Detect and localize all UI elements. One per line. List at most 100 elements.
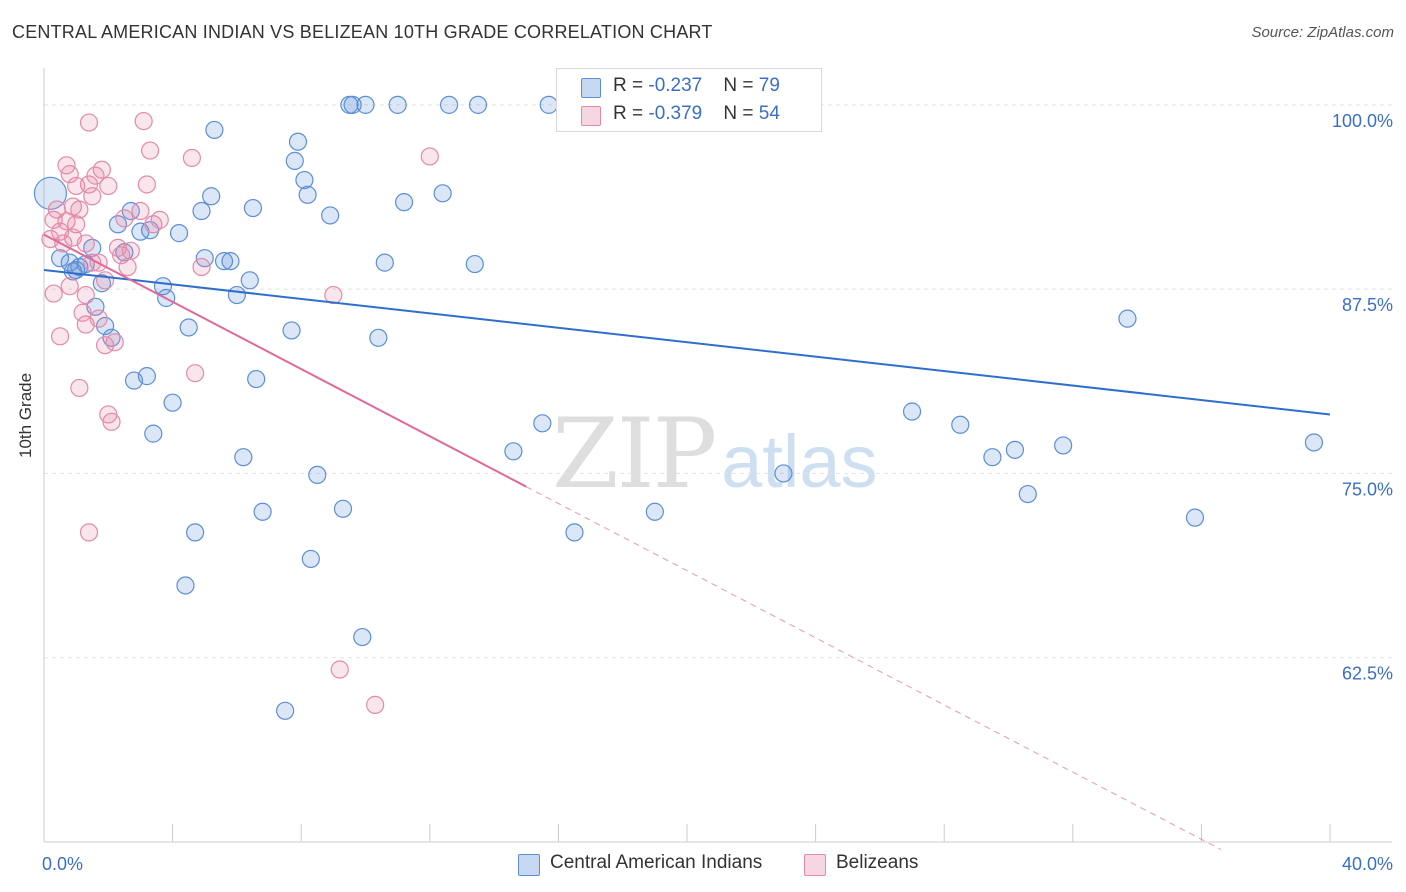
legend-r-value: -0.237 [648, 75, 703, 96]
data-point-central-american-indians [308, 465, 327, 485]
data-point-central-american-indians [227, 285, 246, 305]
data-point-central-american-indians [192, 201, 211, 221]
data-point-central-american-indians [321, 206, 340, 225]
data-point-central-american-indians [439, 95, 459, 114]
chart-source: Source: ZipAtlas.com [1251, 24, 1394, 41]
data-point-belizeans [73, 303, 92, 322]
legend-r-label: R = [613, 103, 649, 124]
data-point-belizeans [89, 309, 108, 328]
data-point-belizeans [79, 523, 99, 542]
data-point-central-american-indians [298, 185, 317, 204]
legend-swatch-blue [581, 78, 601, 98]
data-point-central-american-indians [247, 369, 266, 389]
data-point-central-american-indians [1054, 436, 1073, 455]
data-point-central-american-indians [276, 701, 295, 720]
data-point-belizeans [83, 187, 102, 206]
data-point-central-american-indians [1018, 484, 1037, 504]
data-point-belizeans [140, 141, 160, 160]
data-point-belizeans [115, 209, 134, 228]
data-point-belizeans [134, 111, 153, 131]
data-point-central-american-indians [282, 321, 301, 340]
data-point-central-american-indians [253, 502, 272, 521]
data-point-belizeans [67, 215, 86, 234]
data-point-belizeans [330, 660, 349, 679]
x-tick-label: 40.0% [1342, 854, 1393, 874]
legend-n-value: 79 [758, 75, 780, 96]
data-point-belizeans [121, 241, 140, 260]
data-point-belizeans [182, 148, 201, 168]
data-point-belizeans [99, 176, 118, 196]
data-point-belizeans [366, 695, 385, 714]
data-point-central-american-indians [243, 198, 263, 218]
data-point-central-american-indians [240, 271, 259, 290]
data-point-belizeans [44, 284, 63, 303]
data-point-belizeans [60, 165, 79, 184]
data-point-central-american-indians [163, 393, 182, 412]
data-point-central-american-indians [774, 464, 793, 483]
watermark: ZIPatlas [552, 398, 878, 510]
data-point-central-american-indians [288, 132, 308, 151]
data-point-belizeans [95, 271, 115, 290]
data-point-belizeans [76, 285, 95, 305]
legend-swatch-pink [581, 106, 601, 126]
data-point-central-american-indians [375, 253, 394, 272]
data-point-central-american-indians [95, 316, 115, 336]
data-point-central-american-indians [50, 249, 70, 268]
y-tick-label: 100.0% [1332, 111, 1393, 131]
data-point-central-american-indians [285, 151, 304, 170]
data-point-central-american-indians [301, 549, 320, 569]
data-point-central-american-indians [539, 95, 558, 114]
data-point-central-american-indians [1118, 309, 1137, 328]
data-point-belizeans [70, 378, 89, 398]
data-point-belizeans [60, 277, 79, 296]
data-point-central-american-indians [1304, 433, 1324, 452]
data-point-belizeans [63, 197, 83, 216]
data-point-central-american-indians [92, 274, 111, 293]
trendline-belizeans-extension [526, 486, 1221, 850]
trendline-central-american-indians [43, 268, 1331, 416]
data-point-belizeans [420, 147, 439, 166]
data-point-belizeans [79, 113, 99, 132]
y-tick-label: 62.5% [1342, 664, 1393, 684]
legend-r-value: -0.379 [648, 103, 703, 124]
data-point-central-american-indians [144, 424, 163, 443]
trendline-belizeans [43, 233, 527, 488]
y-tick-label: 87.5% [1342, 295, 1393, 315]
data-point-belizeans [186, 364, 205, 383]
data-point-central-american-indians [234, 448, 253, 467]
data-point-belizeans [324, 285, 343, 305]
legend-r-label: R = [613, 75, 649, 96]
data-point-central-american-indians [353, 627, 372, 647]
legend-swatch-pink [804, 854, 826, 876]
data-point-central-american-indians [343, 95, 362, 114]
data-point-central-american-indians [137, 367, 156, 386]
stats-legend: R = -0.237 N = 79 R = -0.379 N = 54 [556, 68, 822, 132]
data-point-central-american-indians [504, 442, 523, 461]
data-point-central-american-indians [356, 95, 375, 114]
data-point-central-american-indians [468, 95, 488, 114]
data-point-belizeans [131, 201, 150, 221]
legend-n-label: N = [723, 75, 759, 96]
data-point-belizeans [76, 234, 95, 253]
data-point-belizeans [92, 160, 111, 179]
legend-swatch-blue [518, 854, 540, 876]
data-point-central-american-indians [176, 576, 195, 595]
legend-n-label: N = [723, 103, 759, 124]
y-tick-label: 75.0% [1342, 479, 1393, 499]
data-point-central-american-indians [388, 95, 407, 114]
data-point-belizeans [102, 412, 121, 431]
data-point-central-american-indians [533, 414, 552, 433]
data-point-belizeans [150, 210, 169, 229]
data-point-belizeans [118, 257, 137, 277]
data-point-central-american-indians [179, 318, 198, 337]
data-point-central-american-indians [214, 252, 234, 271]
data-point-central-american-indians [186, 523, 205, 542]
data-point-belizeans [112, 246, 131, 265]
data-point-central-american-indians [369, 328, 388, 347]
data-point-central-american-indians [983, 448, 1002, 467]
data-point-central-american-indians [465, 254, 484, 274]
watermark-zip: ZIP [552, 398, 717, 510]
watermark-atlas: atlas [721, 420, 878, 503]
data-point-central-american-indians [121, 201, 140, 221]
